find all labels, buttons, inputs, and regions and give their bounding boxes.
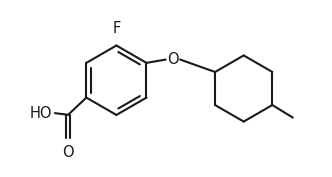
Text: O: O: [167, 52, 179, 67]
Text: O: O: [62, 145, 74, 160]
Text: F: F: [112, 21, 121, 36]
Text: HO: HO: [29, 106, 52, 121]
